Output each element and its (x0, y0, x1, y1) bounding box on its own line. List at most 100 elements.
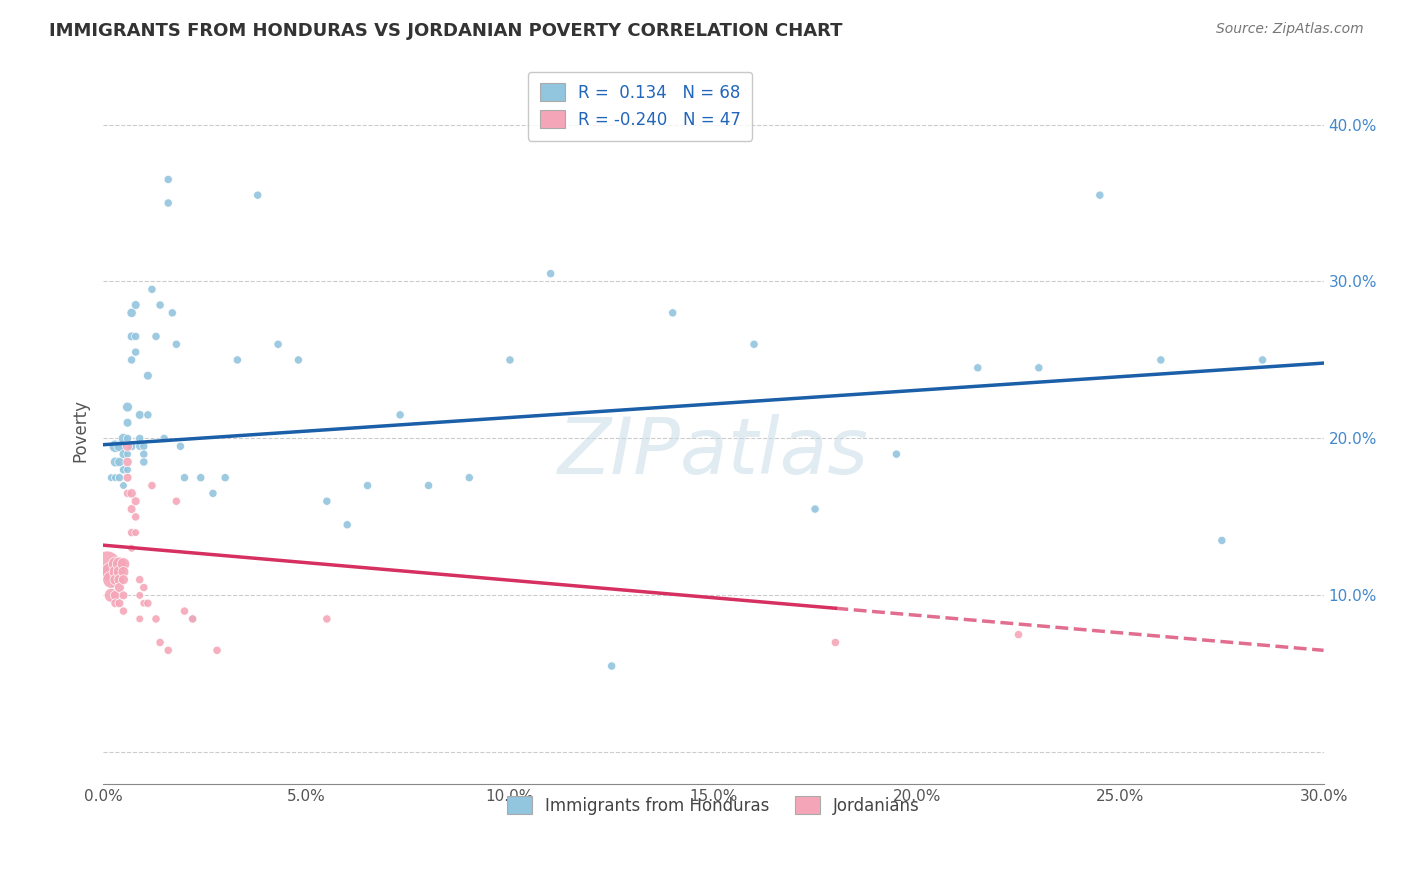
Point (117, 486, 139, 500)
Point (173, 604, 195, 618)
Point (149, 635, 172, 649)
Point (145, 329, 167, 343)
Point (117, 400, 139, 414)
Point (966, 360, 988, 375)
Point (128, 588, 150, 602)
Point (121, 541, 143, 556)
Point (112, 573, 135, 587)
Point (418, 478, 440, 492)
Point (153, 432, 176, 446)
Point (132, 581, 155, 595)
Point (1007, 627, 1029, 641)
Point (132, 447, 155, 461)
Point (162, 306, 184, 320)
Point (124, 509, 146, 524)
Text: IMMIGRANTS FROM HONDURAS VS JORDANIAN POVERTY CORRELATION CHART: IMMIGRANTS FROM HONDURAS VS JORDANIAN PO… (49, 22, 842, 40)
Point (190, 471, 212, 485)
Point (108, 557, 131, 571)
Point (267, 337, 290, 351)
Point (886, 447, 908, 461)
Point (128, 612, 150, 626)
Point (108, 439, 131, 453)
Point (181, 612, 204, 626)
Point (1251, 353, 1274, 368)
Point (128, 432, 150, 446)
Point (132, 596, 155, 610)
Point (124, 298, 146, 312)
Point (540, 267, 562, 281)
Point (499, 353, 522, 368)
Point (117, 439, 139, 453)
Point (112, 604, 135, 618)
Point (100, 471, 122, 485)
Point (104, 573, 127, 587)
Point (136, 368, 159, 383)
Point (112, 557, 135, 571)
Point (128, 573, 150, 587)
Point (136, 596, 159, 610)
Point (117, 447, 139, 461)
Point (214, 471, 236, 485)
Point (389, 408, 412, 422)
Point (181, 612, 204, 626)
Point (100, 573, 122, 587)
Point (124, 345, 146, 359)
Point (141, 282, 163, 296)
Point (108, 471, 131, 485)
Point (128, 439, 150, 453)
Point (1211, 533, 1233, 548)
Point (117, 455, 139, 469)
Point (141, 478, 163, 492)
Point (1028, 360, 1050, 375)
Point (121, 329, 143, 343)
Point (165, 494, 187, 508)
Point (104, 565, 127, 579)
Point (157, 172, 180, 186)
Point (108, 596, 131, 610)
Point (121, 502, 143, 516)
Legend: Immigrants from Honduras, Jordanians: Immigrants from Honduras, Jordanians (496, 786, 929, 825)
Point (132, 439, 155, 453)
Point (1150, 353, 1173, 368)
Point (117, 463, 139, 477)
Point (104, 471, 127, 485)
Point (145, 612, 167, 626)
Point (100, 565, 122, 579)
Point (157, 196, 180, 211)
Point (112, 447, 135, 461)
Point (165, 337, 187, 351)
Point (136, 408, 159, 422)
Point (121, 486, 143, 500)
Point (458, 471, 481, 485)
Point (108, 573, 131, 587)
Point (804, 502, 827, 516)
Point (104, 439, 127, 453)
Point (121, 439, 143, 453)
Point (108, 455, 131, 469)
Point (117, 432, 139, 446)
Point (246, 188, 269, 202)
Point (112, 565, 135, 579)
Point (201, 486, 224, 500)
Point (336, 517, 359, 532)
Point (104, 557, 127, 571)
Text: ZIPatlas: ZIPatlas (558, 414, 869, 490)
Point (661, 306, 683, 320)
Point (356, 478, 378, 492)
Point (121, 353, 143, 368)
Point (104, 596, 127, 610)
Point (128, 408, 150, 422)
Point (824, 635, 846, 649)
Point (600, 659, 623, 673)
Point (104, 588, 127, 602)
Point (112, 588, 135, 602)
Point (104, 455, 127, 469)
Point (205, 643, 228, 657)
Point (112, 432, 135, 446)
Point (149, 298, 172, 312)
Point (1088, 188, 1111, 202)
Point (287, 353, 309, 368)
Text: Source: ZipAtlas.com: Source: ZipAtlas.com (1216, 22, 1364, 37)
Point (117, 416, 139, 430)
Point (112, 463, 135, 477)
